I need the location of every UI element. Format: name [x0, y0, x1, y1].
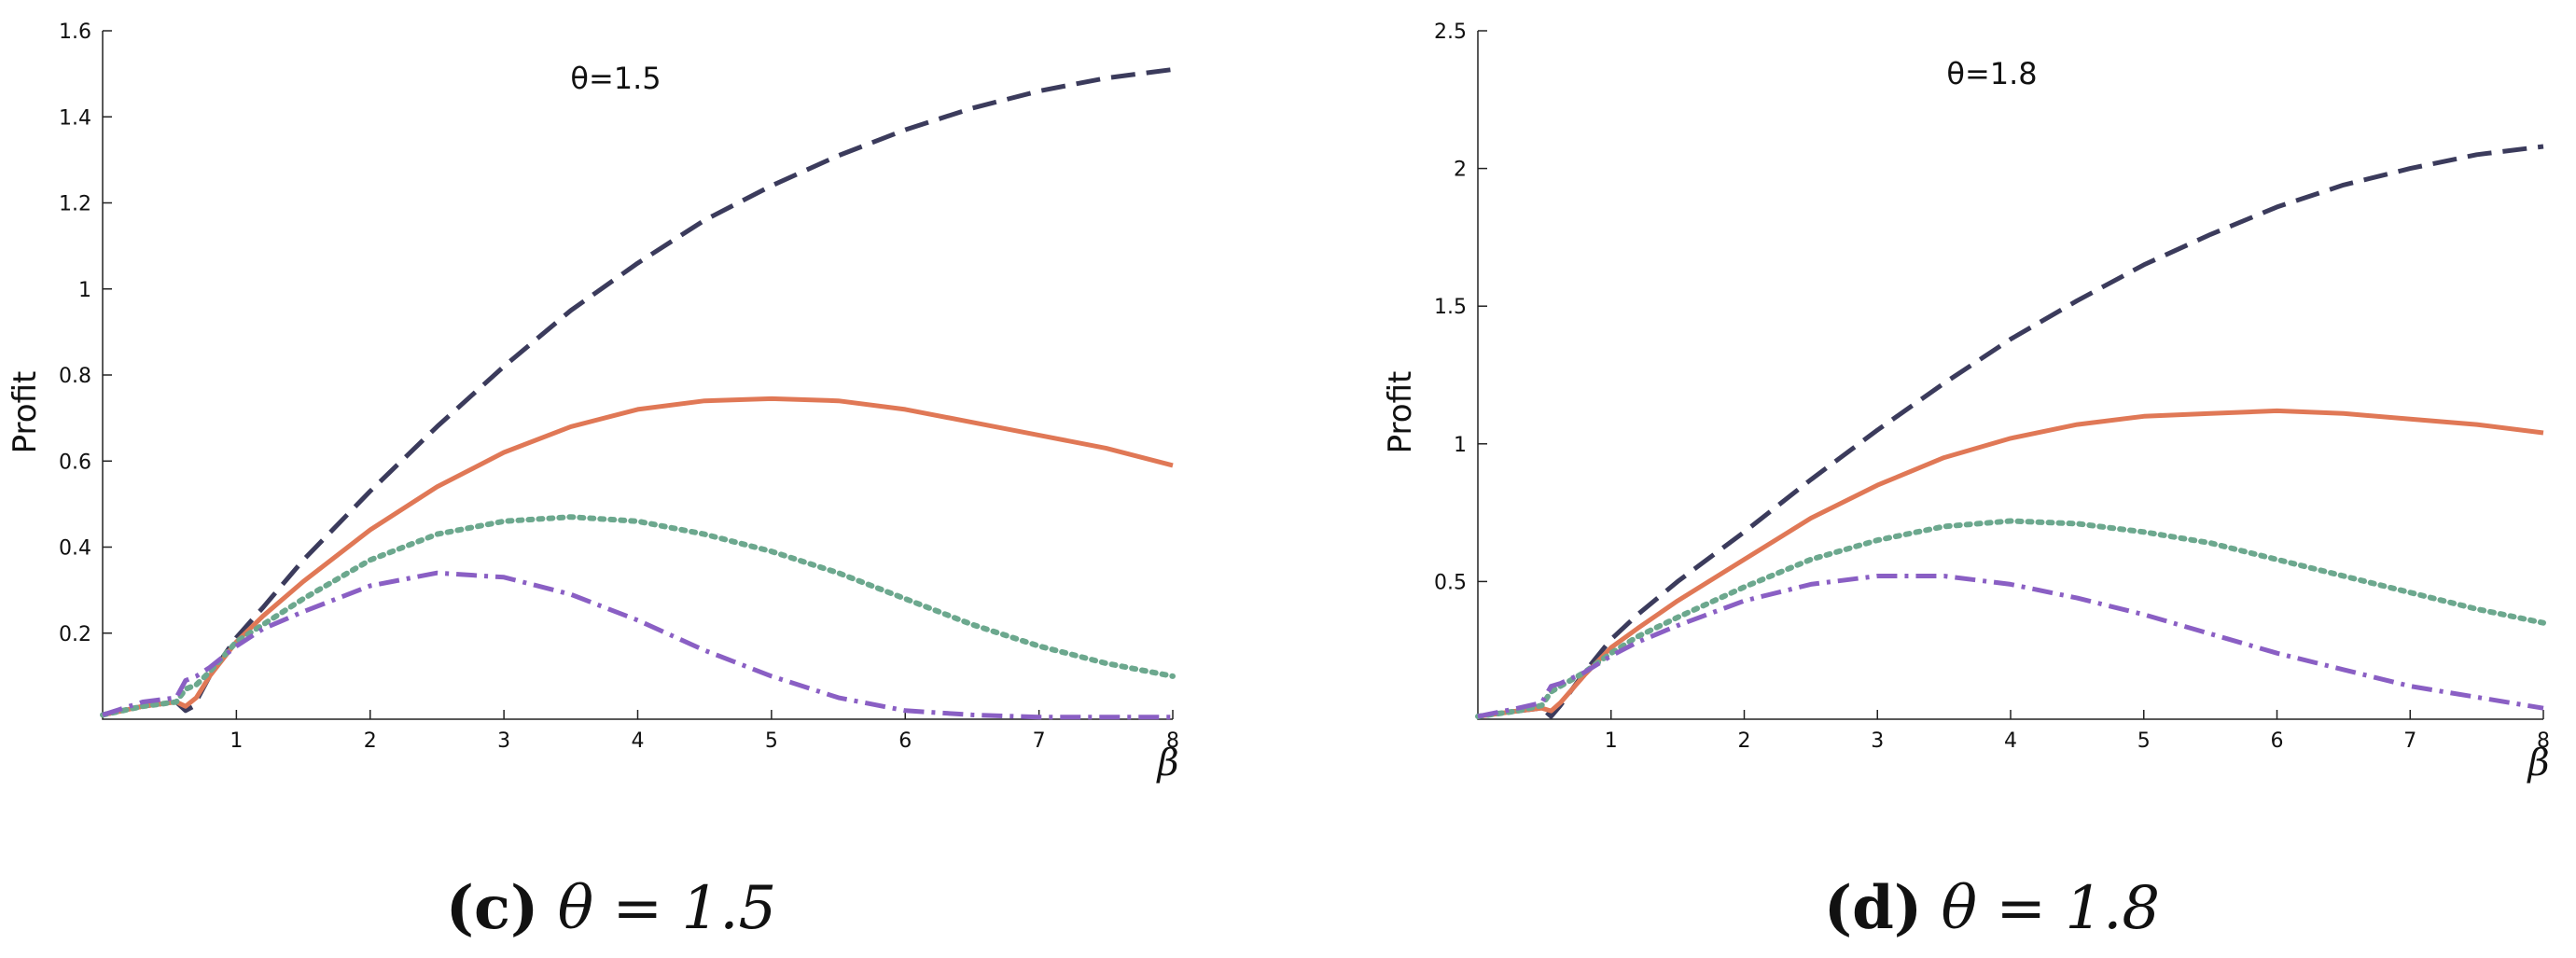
- theta-annotation: θ=1.8: [1946, 56, 2037, 91]
- series-line-solid: [102, 396, 1174, 717]
- chart-panel-c: 0.2 0.4 0.6 0.8 1 1.2 1.4 1.6 1 2 3 4 5 6 7 8 Profit β θ=1…: [7, 21, 1179, 943]
- y-tick-label: 1.4: [59, 106, 91, 130]
- y-tick-label: 0.4: [59, 537, 91, 561]
- x-tick-label: 6: [2271, 729, 2284, 753]
- x-tick-label: 8: [2537, 729, 2550, 753]
- x-tick-label: 1: [230, 729, 243, 753]
- series-line-dashdot: [102, 570, 1173, 720]
- x-tick-label: 1: [1605, 729, 1618, 753]
- panel-label: (d): [1824, 873, 1922, 943]
- series-line-dotted: [1475, 518, 2546, 719]
- axes-frame: [102, 31, 1173, 720]
- y-tick-label: 0.8: [59, 365, 91, 388]
- panel-label: (c): [446, 873, 539, 943]
- y-tick-label: 0.6: [59, 451, 91, 474]
- chart-panel-d: 0.5 1 1.5 2 2.5 1 2 3 4 5 6 7 8 Profit β θ=1.8 (d) θ = 1…: [1382, 21, 2550, 943]
- x-tick-label: 5: [765, 729, 778, 753]
- x-tick-label: 4: [632, 729, 645, 753]
- panel-caption: (c) θ = 1.5: [446, 873, 777, 943]
- x-tick-label: 2: [364, 729, 377, 753]
- x-axis-label: β: [2526, 742, 2549, 784]
- y-tick-label: 0.2: [59, 623, 91, 646]
- x-tick-label: 3: [497, 729, 510, 753]
- y-tick-label: 0.5: [1434, 571, 1467, 594]
- panel-caption-text: θ = 1.5: [538, 874, 776, 943]
- y-tick-label: 1.6: [59, 21, 91, 44]
- y-tick-label: 2.5: [1434, 21, 1467, 44]
- theta-annotation: θ=1.5: [570, 61, 661, 96]
- panel-caption: (d) θ = 1.8: [1824, 873, 2160, 943]
- x-tick-label: 4: [2004, 729, 2017, 753]
- x-tick-label: 8: [1166, 729, 1179, 753]
- x-tick-label: 5: [2137, 729, 2151, 753]
- y-tick-label: 1: [78, 279, 91, 302]
- x-tick-label: 3: [1871, 729, 1884, 753]
- y-axis-label: Profit: [7, 371, 44, 454]
- y-tick-label: 1.5: [1434, 296, 1467, 319]
- panel-caption-text: θ = 1.8: [1922, 874, 2160, 943]
- x-axis-label: β: [1155, 742, 1178, 784]
- series-line-solid: [1477, 408, 2544, 719]
- x-tick-label: 7: [1033, 729, 1046, 753]
- x-tick-label: 2: [1738, 729, 1751, 753]
- axes-frame: [1477, 31, 2543, 720]
- y-tick-label: 1: [1454, 434, 1467, 457]
- y-tick-label: 2: [1454, 159, 1467, 182]
- series-line-dashdot: [1477, 574, 2544, 719]
- series-line-dashed: [102, 67, 1174, 717]
- x-tick-label: 7: [2403, 729, 2416, 753]
- series-line-dotted: [100, 514, 1176, 718]
- series-line-dashed: [1477, 144, 2544, 719]
- y-tick-label: 1.2: [59, 193, 91, 216]
- y-axis-label: Profit: [1382, 371, 1419, 454]
- x-tick-label: 6: [898, 729, 912, 753]
